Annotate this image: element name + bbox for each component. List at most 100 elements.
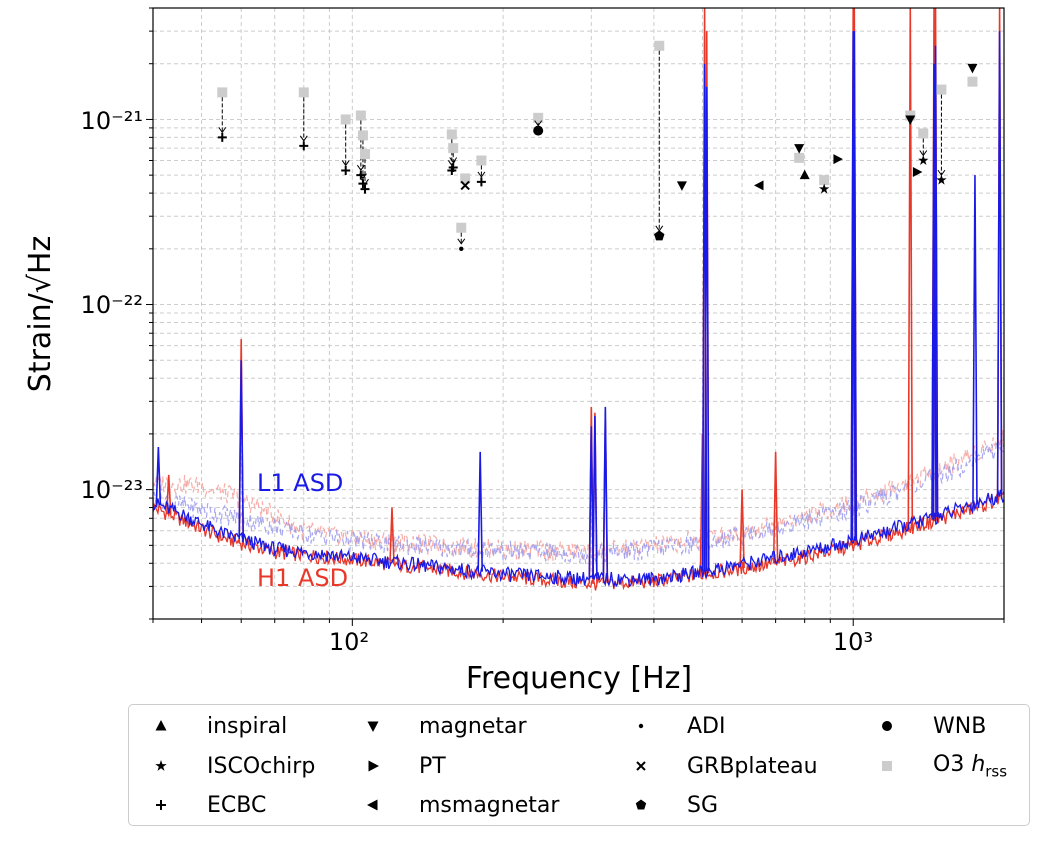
o3-hrss-marker xyxy=(476,155,487,166)
spectral-line xyxy=(477,451,483,572)
marker-grb xyxy=(460,180,470,191)
o3-hrss-marker xyxy=(654,40,665,51)
triangle-left-icon xyxy=(367,799,378,811)
limit-arrowhead xyxy=(477,171,486,178)
marker-magnetar xyxy=(794,144,805,154)
marker-wnb xyxy=(533,125,544,136)
legend-entry-magnetar: magnetar xyxy=(361,711,527,741)
spectral-line xyxy=(389,507,395,564)
point-icon xyxy=(638,723,644,729)
marker-msmagnetar xyxy=(754,180,764,191)
o3-hrss-marker xyxy=(918,128,929,139)
spectral-line xyxy=(703,86,710,571)
legend-entry-pt: PT xyxy=(361,751,446,781)
marker-ecbc xyxy=(217,132,227,142)
x-tick-label-100: 10² xyxy=(329,628,369,656)
legend-entry-iscochirp: ISCOchirp xyxy=(149,751,315,781)
legend-label: WNB xyxy=(933,713,987,739)
x-axis-label: Frequency [Hz] xyxy=(466,661,692,696)
o3-hrss-marker xyxy=(355,110,366,121)
o3-hrss-marker xyxy=(446,129,457,140)
marker-magnetar xyxy=(967,63,978,74)
spectral-line xyxy=(972,175,978,504)
o3-hrss-marker xyxy=(357,130,368,141)
star-icon xyxy=(155,760,167,771)
o3-hrss-marker xyxy=(360,149,371,160)
o3-hrss-marker xyxy=(967,76,978,87)
limit-arrowhead xyxy=(447,160,456,167)
o3-hrss-marker xyxy=(448,143,459,154)
plus-icon xyxy=(156,800,166,810)
marker-ecbc xyxy=(448,162,458,172)
marker-ecbc xyxy=(360,184,370,194)
legend-label: msmagnetar xyxy=(419,792,560,818)
o3-hrss-marker xyxy=(456,222,467,233)
limit-arrowhead xyxy=(341,160,350,167)
legend-label: magnetar xyxy=(419,713,527,739)
l1-asd-annotation: L1 ASD xyxy=(257,469,343,497)
limit-arrowhead xyxy=(359,173,367,180)
legend-label: ISCOchirp xyxy=(207,753,316,779)
triangle-up-icon xyxy=(155,720,167,731)
o3-hrss-marker xyxy=(936,84,947,95)
o3-hrss-marker xyxy=(340,114,351,125)
square-icon xyxy=(882,761,892,771)
marker-magnetar xyxy=(905,115,916,125)
grid-lines xyxy=(152,7,1005,620)
marker-iscochirp xyxy=(818,183,830,194)
marker-ecbc xyxy=(299,141,309,151)
legend: inspiral ISCOchirp ECBC magnetar PT msma… xyxy=(128,704,1030,826)
x-icon xyxy=(636,761,646,771)
legend-entry-wnb: WNB xyxy=(875,711,986,741)
legend-label: GRBplateau xyxy=(687,753,818,779)
spectral-line xyxy=(851,31,858,541)
o3-hrss-marker xyxy=(533,112,544,123)
marker-pt xyxy=(833,154,843,165)
limit-arrowhead xyxy=(299,135,308,142)
x-tick-label-1000: 10³ xyxy=(833,628,873,656)
limit-arrowhead xyxy=(218,127,227,134)
legend-label: ADI xyxy=(687,713,726,739)
circle-icon xyxy=(882,721,892,731)
marker-sg xyxy=(654,230,665,241)
limit-arrowhead xyxy=(449,157,458,164)
spectral-line xyxy=(592,415,598,579)
legend-label: O3 hrss xyxy=(933,751,1008,781)
spectral-line xyxy=(932,45,939,517)
legend-entry-adi: ADI xyxy=(629,711,725,741)
legend-entry-o3-hrss: O3 hrss xyxy=(875,751,1007,781)
legend-entry-sg: SG xyxy=(629,790,718,820)
marker-iscochirp xyxy=(918,155,929,166)
legend-entry-inspiral: inspiral xyxy=(149,711,287,741)
spectral-line xyxy=(996,31,1003,496)
marker-iscochirp xyxy=(936,174,947,185)
asd-curves xyxy=(153,8,1004,591)
o3-hrss-marker xyxy=(460,173,471,184)
triangle-down-icon xyxy=(367,721,379,732)
legend-entry-msmagnetar: msmagnetar xyxy=(361,790,559,820)
legend-label: ECBC xyxy=(207,792,267,818)
h1-asd-annotation: H1 ASD xyxy=(257,564,348,592)
o3-hrss-marker xyxy=(794,152,805,163)
y-tick-label-1e-21: 10⁻²¹ xyxy=(81,107,143,135)
marker-ecbc xyxy=(341,165,351,175)
asd-curve-3 xyxy=(153,440,1004,565)
spectral-line xyxy=(165,474,172,515)
spectral-line xyxy=(931,63,937,518)
spectral-line xyxy=(155,446,162,505)
spectral-line xyxy=(850,31,857,541)
o3-hrss-marker xyxy=(298,87,309,98)
spectral-line xyxy=(238,360,245,539)
o3-hrss-marker xyxy=(217,87,228,98)
marker-adi xyxy=(459,246,464,252)
spectral-line xyxy=(588,426,595,579)
marker-ecbc xyxy=(476,177,486,187)
marker-magnetar xyxy=(676,181,687,191)
y-tick-label-1e-23: 10⁻²³ xyxy=(81,476,143,504)
pentagon-icon xyxy=(635,799,647,810)
legend-entry-ecbc: ECBC xyxy=(149,790,266,820)
o3-hrss-marker xyxy=(819,175,830,186)
spectral-line xyxy=(739,489,745,569)
legend-entry-grbplateau: GRBplateau xyxy=(629,751,818,781)
